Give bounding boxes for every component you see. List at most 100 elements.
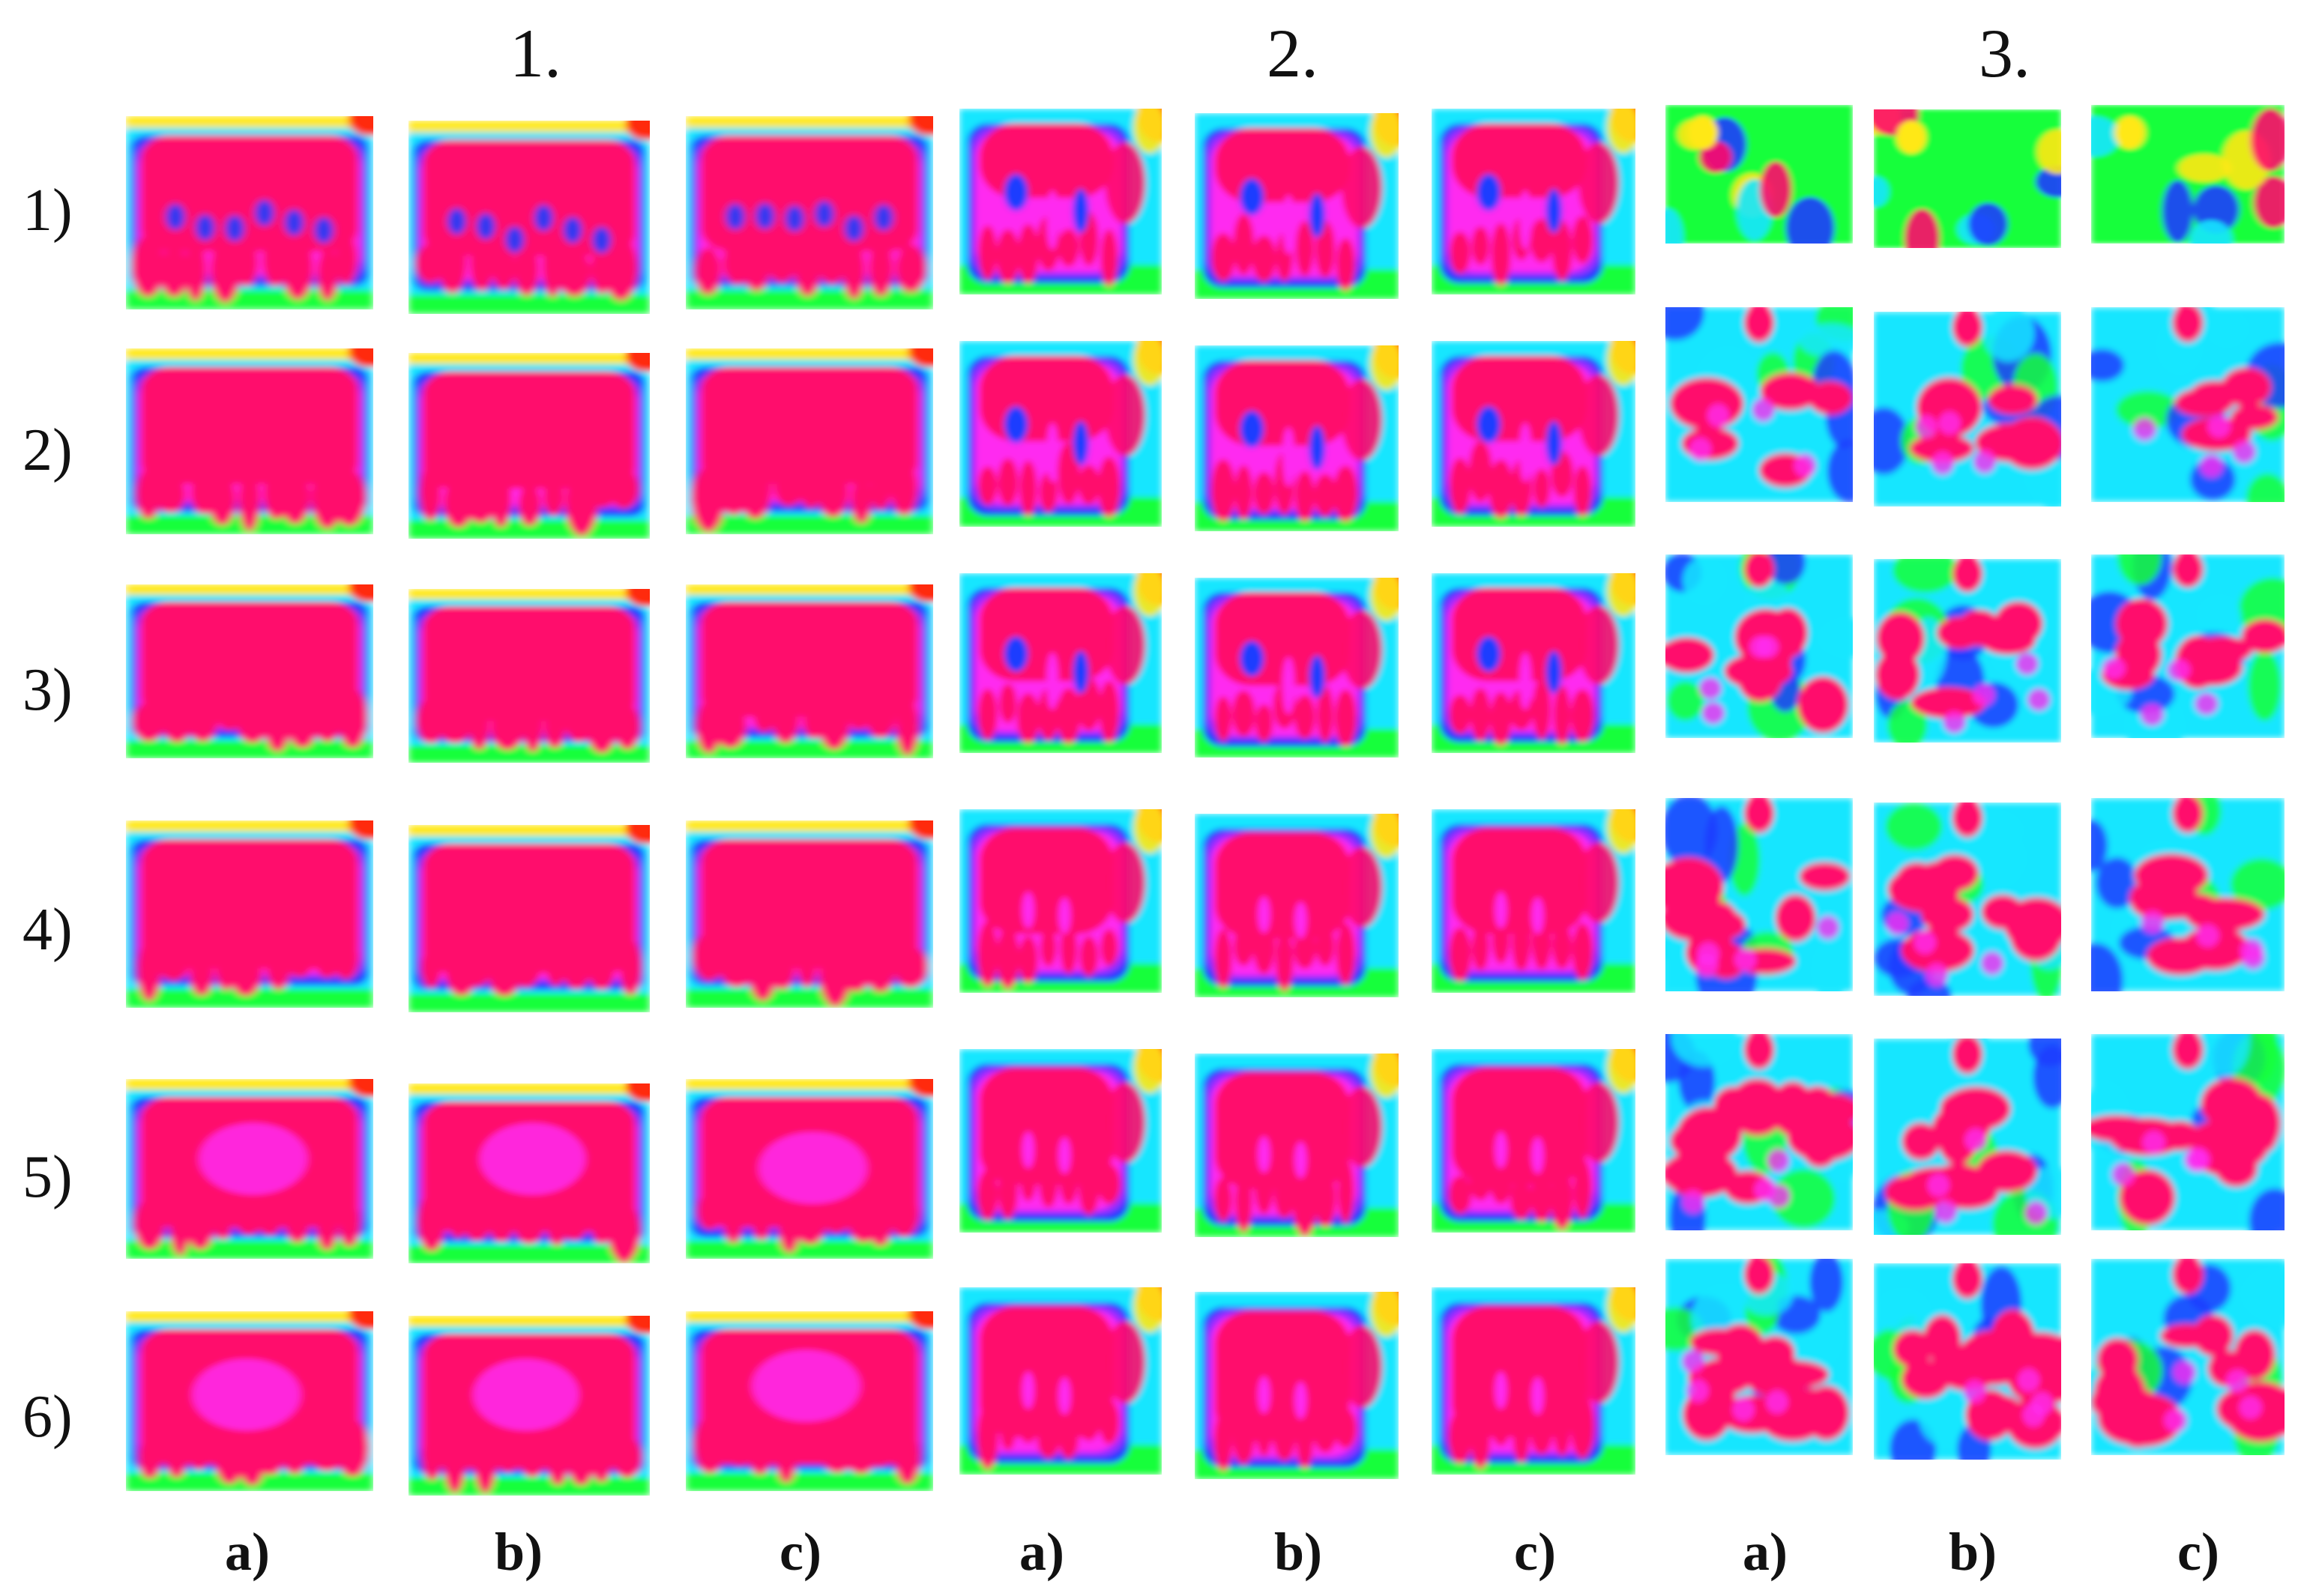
heatmap-image	[1195, 345, 1399, 531]
heatmap-image	[959, 573, 1162, 753]
heatmap-thumbnail	[1195, 578, 1399, 758]
heatmap-thumbnail	[408, 589, 650, 763]
heatmap-image	[2091, 1034, 2285, 1230]
heatmap-image	[126, 348, 373, 534]
heatmap-thumbnail	[1665, 798, 1853, 991]
heatmap-thumbnail	[1874, 802, 2061, 996]
heatmap-image	[126, 1079, 373, 1259]
heatmap-thumbnail	[1432, 1049, 1635, 1233]
heatmap-image	[686, 1311, 933, 1491]
heatmap-image	[959, 809, 1162, 993]
heatmap-image	[959, 341, 1162, 527]
heatmap-image	[1665, 1259, 1853, 1455]
heatmap-image	[959, 109, 1162, 294]
heatmap-thumbnail	[1195, 1054, 1399, 1237]
heatmap-image	[1432, 109, 1635, 294]
heatmap-thumbnail	[1874, 559, 2061, 743]
row-label: 4)	[22, 897, 73, 963]
heatmap-thumbnail	[959, 573, 1162, 753]
heatmap-thumbnail	[1432, 809, 1635, 993]
heatmap-image	[408, 1316, 650, 1496]
heatmap-thumbnail	[1874, 312, 2061, 507]
heatmap-image	[1195, 113, 1399, 299]
heatmap-image	[1195, 578, 1399, 758]
heatmap-image	[1432, 1049, 1635, 1233]
row-label: 6)	[22, 1384, 73, 1450]
column-label: b)	[1274, 1522, 1323, 1582]
heatmap-image	[126, 1311, 373, 1491]
heatmap-thumbnail	[1195, 345, 1399, 531]
heatmap-image	[686, 116, 933, 309]
heatmap-image	[1874, 109, 2061, 248]
heatmap-thumbnail	[686, 348, 933, 534]
heatmap-thumbnail	[959, 809, 1162, 993]
heatmap-thumbnail	[126, 1079, 373, 1259]
row-label: 2)	[22, 417, 73, 483]
heatmap-image	[1665, 554, 1853, 738]
heatmap-thumbnail	[2091, 307, 2285, 502]
heatmap-image	[2091, 1259, 2285, 1455]
heatmap-thumbnail	[408, 1083, 650, 1263]
heatmap-thumbnail	[126, 820, 373, 1008]
heatmap-image	[1432, 341, 1635, 527]
heatmap-thumbnail	[2091, 1034, 2285, 1230]
heatmap-thumbnail	[1665, 307, 1853, 502]
heatmap-image	[408, 353, 650, 539]
heatmap-thumbnail	[686, 584, 933, 758]
heatmap-thumbnail	[1874, 109, 2061, 248]
heatmap-image	[1874, 559, 2061, 743]
heatmap-image	[1665, 798, 1853, 991]
column-label: b)	[1949, 1522, 1997, 1582]
heatmap-image	[126, 820, 373, 1008]
heatmap-thumbnail	[2091, 105, 2285, 244]
heatmap-thumbnail	[959, 1049, 1162, 1233]
heatmap-thumbnail	[686, 1311, 933, 1491]
heatmap-image	[686, 820, 933, 1008]
heatmap-thumbnail	[2091, 554, 2285, 738]
heatmap-thumbnail	[1665, 105, 1853, 244]
heatmap-image	[408, 121, 650, 314]
column-label: c)	[2177, 1522, 2219, 1582]
heatmap-image	[686, 1079, 933, 1259]
heatmap-image	[408, 1083, 650, 1263]
row-label: 5)	[22, 1144, 73, 1210]
heatmap-thumbnail	[686, 116, 933, 309]
heatmap-thumbnail	[959, 1287, 1162, 1475]
heatmap-image	[1665, 1034, 1853, 1230]
heatmap-thumbnail	[1874, 1039, 2061, 1235]
heatmap-image	[2091, 105, 2285, 244]
heatmap-image	[959, 1287, 1162, 1475]
heatmap-thumbnail	[408, 121, 650, 314]
heatmap-image	[1195, 814, 1399, 997]
heatmap-thumbnail	[1432, 341, 1635, 527]
heatmap-image	[1665, 105, 1853, 244]
heatmap-image	[1432, 809, 1635, 993]
heatmap-image	[408, 825, 650, 1012]
heatmap-image	[686, 584, 933, 758]
heatmap-image	[408, 589, 650, 763]
heatmap-image	[126, 584, 373, 758]
heatmap-thumbnail	[126, 348, 373, 534]
heatmap-image	[1432, 1287, 1635, 1475]
heatmap-thumbnail	[1665, 1259, 1853, 1455]
heatmap-image	[1874, 1263, 2061, 1460]
column-label: a)	[1019, 1522, 1064, 1582]
group-title: 1.	[510, 15, 561, 91]
column-label: a)	[225, 1522, 270, 1582]
heatmap-thumbnail	[408, 353, 650, 539]
heatmap-thumbnail	[1195, 814, 1399, 997]
heatmap-thumbnail	[959, 109, 1162, 294]
heatmap-thumbnail	[686, 1079, 933, 1259]
heatmap-thumbnail	[1665, 1034, 1853, 1230]
heatmap-image	[2091, 798, 2285, 991]
heatmap-image	[1195, 1292, 1399, 1479]
group-title: 2.	[1267, 15, 1318, 91]
heatmap-thumbnail	[1874, 1263, 2061, 1460]
heatmap-image	[1874, 1039, 2061, 1235]
row-label: 3)	[22, 657, 73, 723]
heatmap-thumbnail	[1432, 573, 1635, 753]
heatmap-thumbnail	[1195, 1292, 1399, 1479]
heatmap-image	[1874, 802, 2061, 996]
heatmap-thumbnail	[126, 584, 373, 758]
heatmap-image	[959, 1049, 1162, 1233]
